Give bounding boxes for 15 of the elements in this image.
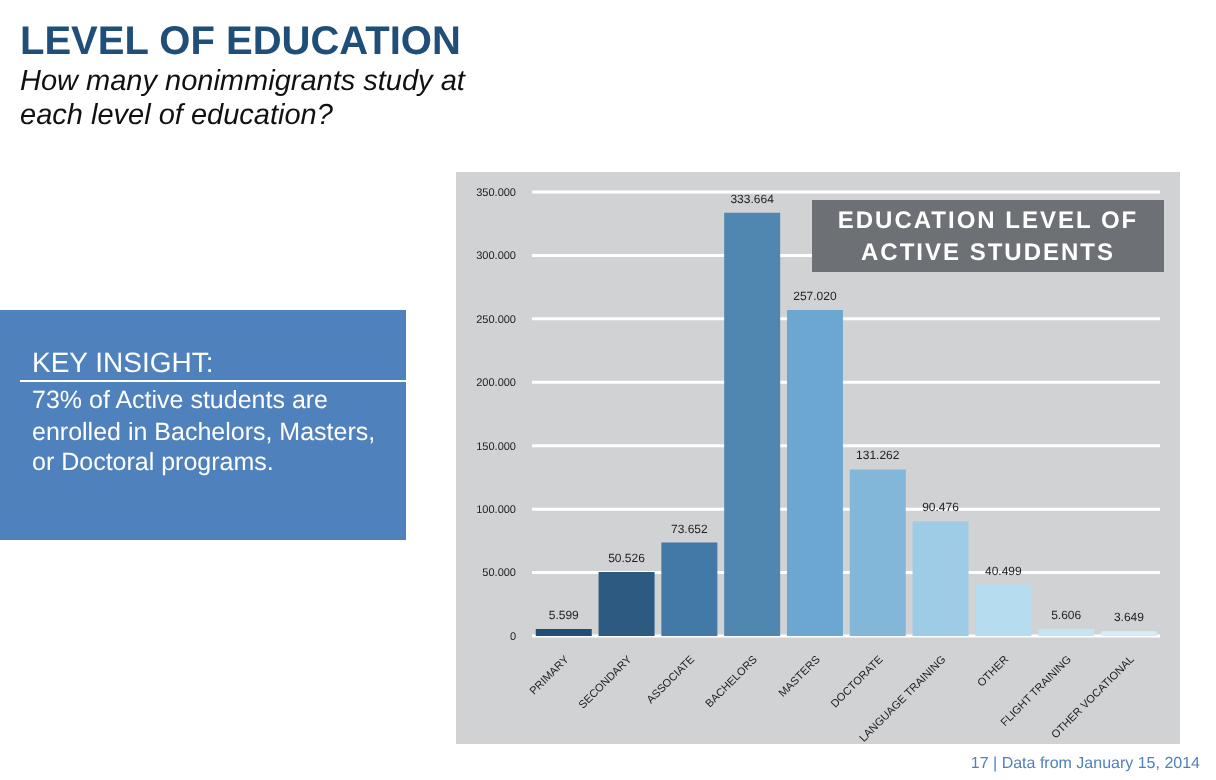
chart-title: LEVEL OF EDUCATION [20, 20, 461, 66]
bar [1038, 628, 1095, 636]
bar [786, 309, 843, 636]
bar [724, 212, 781, 636]
text: KEY INSIGHT: [32, 346, 214, 378]
bar [535, 628, 592, 636]
text: 17 | Data from January 15, 2014 [970, 754, 1200, 772]
bar [912, 521, 969, 636]
bar [975, 584, 1032, 636]
bar [849, 469, 906, 636]
bar [661, 542, 718, 636]
bar [598, 571, 655, 636]
text: 73% of Active students are enrolled in Bachelors, Masters, or Doctoral programs. [32, 386, 378, 479]
text: How many nonimmigrants study at each level of education? [20, 66, 468, 134]
annotation: EDUCATION LEVEL OF ACTIVE STUDENTS [812, 200, 1164, 272]
